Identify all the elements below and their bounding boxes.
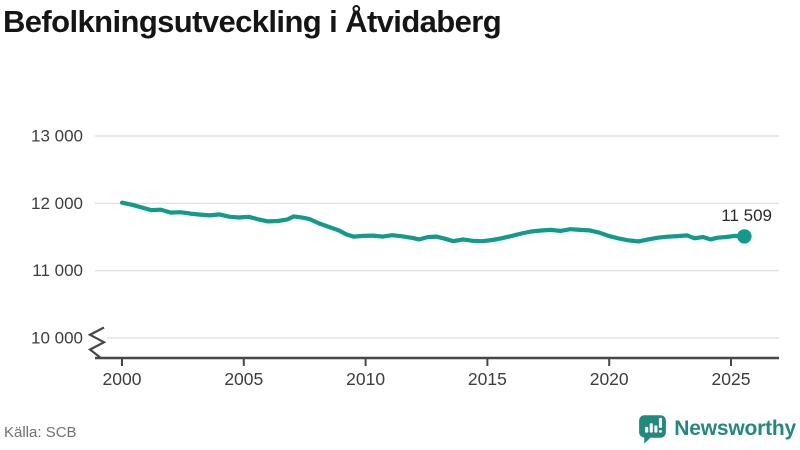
x-tick-label: 2020 [590,369,629,389]
end-value-label: 11 509 [721,206,772,225]
end-point-marker [737,229,752,244]
x-tick-label: 2025 [712,369,751,389]
x-tick-label: 2015 [468,369,507,389]
newsworthy-wordmark: Newsworthy [674,417,796,440]
axis-break-zigzag [87,326,107,359]
x-tick-label: 2005 [224,369,263,389]
population-line [119,200,747,244]
x-tick-label: 2000 [103,369,142,389]
y-tick-label: 12 000 [31,194,83,213]
x-tick-label: 2010 [346,369,385,389]
y-tick-label: 13 000 [31,127,83,146]
y-tick-label: 10 000 [31,328,83,347]
source-label: Källa: SCB [4,424,77,441]
newsworthy-bubble-chart-icon [639,415,667,444]
newsworthy-logo[interactable]: Newsworthy [638,414,796,444]
y-tick-label: 11 000 [32,261,83,280]
chart-title: Befolkningsutveckling i Åtvidaberg [3,4,502,39]
